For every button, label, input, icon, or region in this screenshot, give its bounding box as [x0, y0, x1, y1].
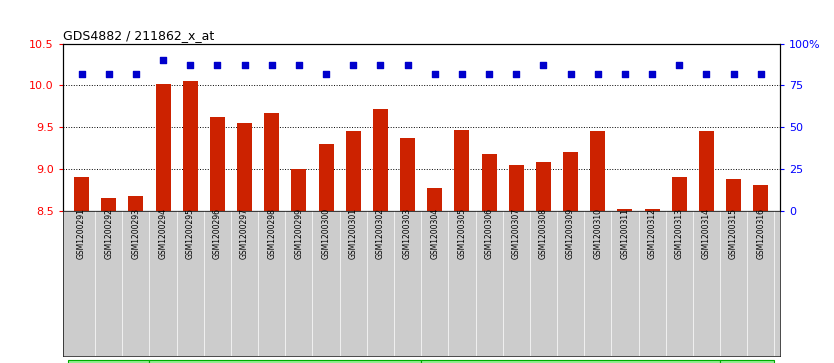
Point: [672, 62, 686, 68]
Bar: [128, 196, 143, 211]
Point: [510, 71, 523, 77]
Bar: [68, 360, 149, 363]
Bar: [210, 117, 225, 211]
Bar: [672, 177, 686, 211]
Point: [292, 62, 305, 68]
Point: [157, 57, 170, 63]
Bar: [455, 130, 470, 211]
Bar: [427, 188, 442, 211]
Bar: [590, 131, 605, 211]
Bar: [74, 177, 89, 211]
Point: [211, 62, 224, 68]
Point: [564, 71, 577, 77]
Point: [319, 71, 333, 77]
Point: [727, 71, 741, 77]
Bar: [373, 109, 388, 211]
Point: [591, 71, 605, 77]
Point: [537, 62, 550, 68]
Bar: [156, 83, 170, 211]
Text: GDS4882 / 211862_x_at: GDS4882 / 211862_x_at: [63, 29, 214, 42]
Point: [374, 62, 387, 68]
Point: [75, 71, 88, 77]
Bar: [726, 179, 741, 211]
Point: [265, 62, 279, 68]
Point: [754, 71, 767, 77]
Point: [455, 71, 469, 77]
Bar: [264, 113, 279, 211]
Point: [238, 62, 251, 68]
Bar: [536, 162, 551, 211]
Point: [347, 62, 360, 68]
Point: [482, 71, 495, 77]
Bar: [346, 131, 361, 211]
Bar: [319, 144, 334, 211]
Bar: [753, 185, 768, 211]
Bar: [183, 81, 198, 211]
Bar: [617, 209, 632, 211]
Point: [700, 71, 713, 77]
Bar: [720, 360, 774, 363]
Bar: [563, 152, 578, 211]
Bar: [645, 209, 660, 211]
Bar: [101, 198, 116, 211]
Bar: [699, 131, 714, 211]
Point: [428, 71, 441, 77]
Bar: [421, 360, 720, 363]
Bar: [481, 154, 496, 211]
Bar: [149, 360, 421, 363]
Point: [102, 71, 115, 77]
Bar: [509, 164, 524, 211]
Bar: [291, 169, 306, 211]
Point: [646, 71, 659, 77]
Point: [401, 62, 414, 68]
Bar: [400, 138, 415, 211]
Bar: [237, 123, 252, 211]
Point: [618, 71, 631, 77]
Point: [183, 62, 197, 68]
Point: [129, 71, 143, 77]
